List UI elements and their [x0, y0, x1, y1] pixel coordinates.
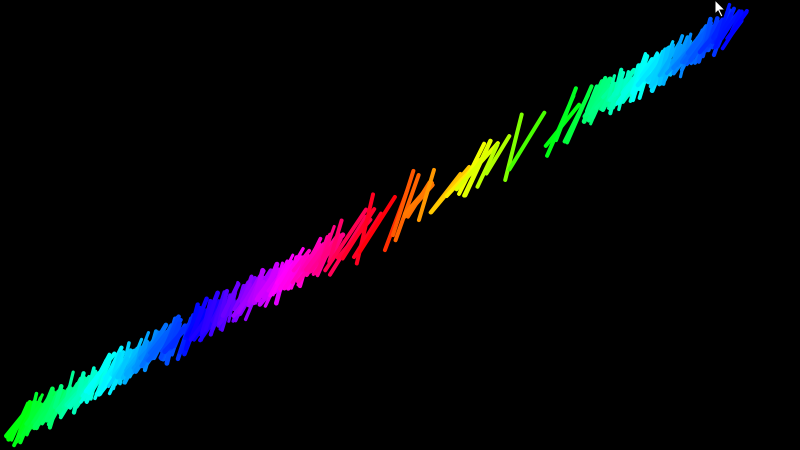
color-stroke — [661, 43, 675, 86]
color-stroke — [393, 173, 421, 243]
color-stroke — [251, 267, 266, 305]
color-stroke — [484, 134, 512, 176]
color-stroke — [323, 207, 368, 273]
color-stroke — [648, 47, 668, 89]
mouse-cursor — [714, 0, 727, 18]
color-stroke — [327, 218, 344, 264]
color-stroke — [183, 302, 200, 351]
color-stroke — [565, 84, 594, 145]
color-stroke — [475, 142, 500, 189]
color-stroke — [220, 281, 241, 318]
color-stroke — [615, 71, 626, 96]
color-stroke — [454, 141, 500, 192]
color-stroke — [52, 384, 64, 410]
color-stroke — [711, 17, 725, 41]
color-stroke — [83, 351, 117, 394]
color-stroke — [725, 10, 749, 41]
color-stroke — [169, 326, 186, 350]
color-stroke — [554, 86, 578, 143]
color-stroke — [239, 282, 252, 304]
stroke-group — [4, 2, 749, 448]
color-stroke — [457, 141, 487, 196]
color-stroke — [9, 401, 30, 442]
color-stroke — [203, 299, 217, 332]
color-stroke — [635, 51, 665, 88]
color-stroke — [278, 246, 305, 291]
color-stroke — [24, 402, 44, 426]
color-stroke — [254, 267, 281, 303]
color-stroke — [357, 194, 397, 254]
color-stroke — [188, 296, 209, 340]
color-stroke — [713, 11, 734, 50]
color-stroke — [148, 329, 169, 355]
color-stroke — [25, 391, 39, 433]
color-stroke — [115, 356, 130, 380]
color-stroke — [719, 9, 742, 41]
color-stroke — [301, 242, 321, 273]
color-stroke — [390, 168, 416, 238]
color-stroke — [507, 110, 547, 172]
color-stroke — [212, 304, 224, 327]
color-stroke — [316, 224, 336, 273]
color-stroke — [416, 167, 436, 223]
color-stroke — [588, 87, 607, 116]
color-stroke — [232, 280, 250, 312]
color-stroke — [606, 74, 617, 103]
color-stroke — [111, 351, 122, 378]
color-stroke — [673, 35, 690, 64]
